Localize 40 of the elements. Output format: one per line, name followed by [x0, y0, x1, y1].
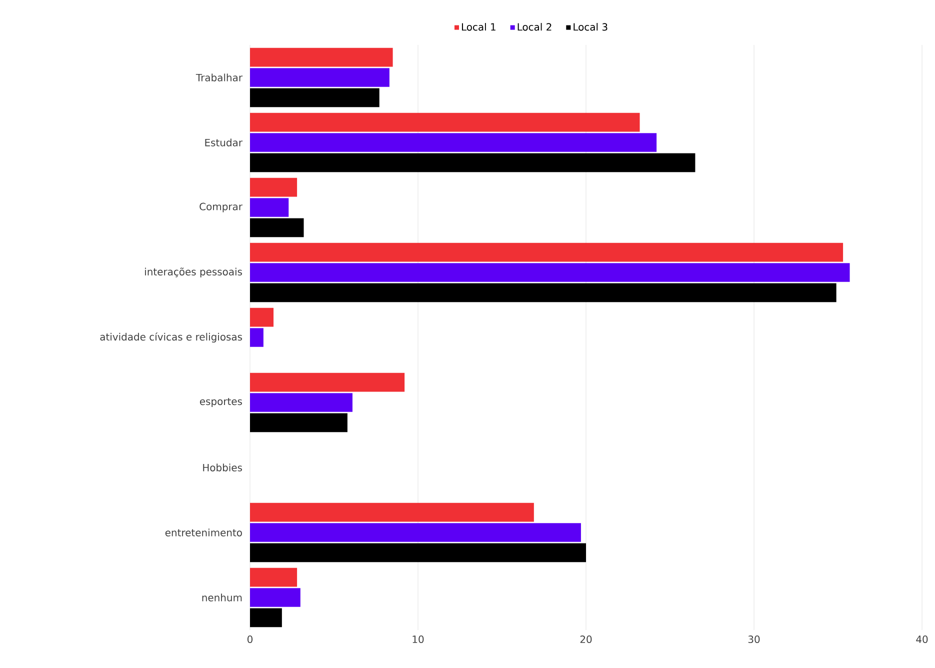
x-tick-label: 20 [580, 636, 592, 644]
bar [250, 263, 850, 282]
bar [250, 502, 534, 522]
bar [250, 328, 264, 347]
x-tick-label: 30 [748, 636, 760, 644]
bar [250, 198, 289, 217]
bar [250, 393, 352, 412]
bar [250, 413, 348, 432]
bar [250, 372, 405, 392]
y-tick-label: Trabalhar [196, 74, 242, 82]
bar [250, 153, 696, 172]
bar [250, 112, 640, 132]
bar [250, 523, 581, 542]
y-tick-label: Comprar [200, 202, 242, 212]
x-tick-label: 40 [916, 636, 928, 644]
legend-label: Local 1 [462, 22, 496, 31]
x-tick-label: 0 [247, 636, 253, 644]
bar [250, 543, 586, 562]
bar [250, 178, 298, 197]
bar [250, 133, 657, 152]
legend-label: Local 3 [574, 22, 608, 31]
bar [250, 308, 274, 327]
y-tick-label: Hobbies [203, 464, 242, 472]
bar [250, 608, 282, 628]
bar [250, 88, 380, 108]
bar [250, 68, 390, 87]
y-tick-label: nenhum [202, 594, 242, 602]
y-tick-label: atividade cívicas e religiosas [100, 332, 242, 343]
bar [250, 568, 298, 587]
x-tick-label: 10 [412, 636, 424, 644]
bar [250, 588, 300, 607]
y-tick-label: interações pessoais [145, 268, 242, 278]
bar [250, 48, 393, 67]
bar [250, 242, 844, 262]
y-tick-label: esportes [200, 398, 242, 408]
bar [250, 218, 304, 238]
bar [250, 283, 836, 302]
legend-label: Local 2 [518, 22, 552, 31]
y-tick-label: entretenimento [165, 528, 242, 536]
y-tick-label: Estudar [205, 138, 242, 146]
